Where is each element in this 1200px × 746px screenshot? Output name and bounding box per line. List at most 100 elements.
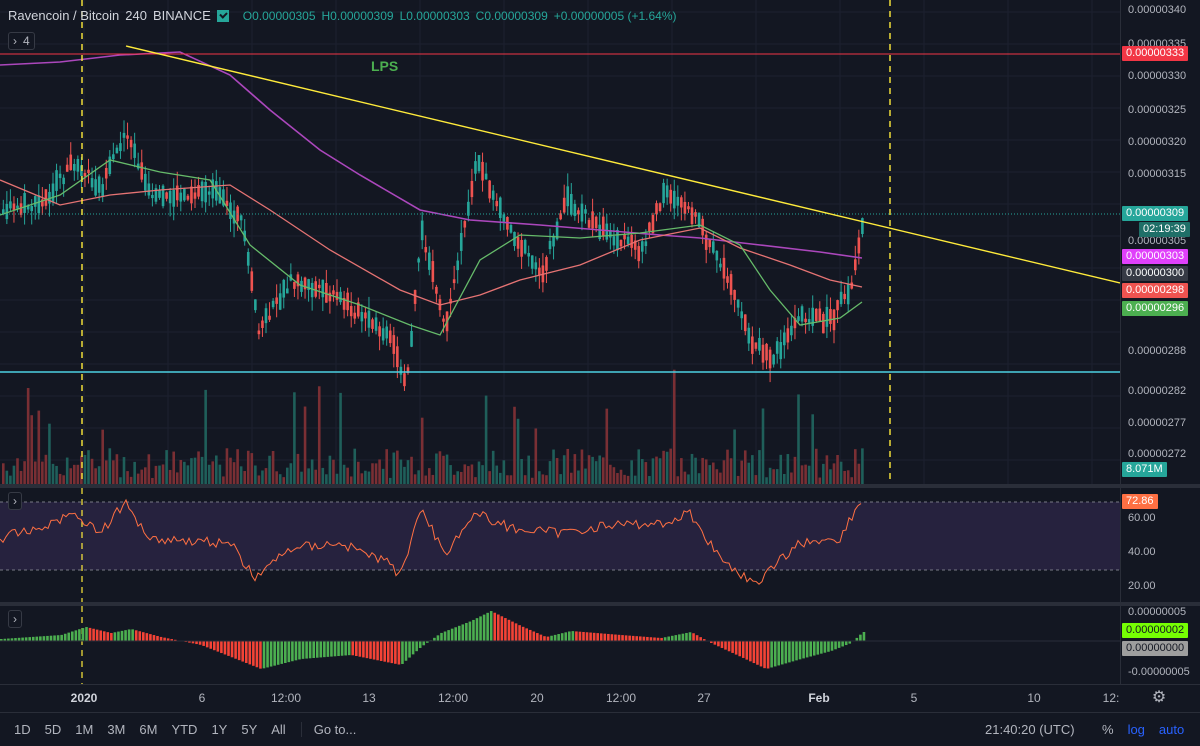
gear-icon[interactable]: ⚙ bbox=[1151, 689, 1167, 706]
volume-bar bbox=[775, 469, 779, 484]
oscillator-bar bbox=[170, 639, 173, 641]
candle-body bbox=[87, 169, 90, 173]
range-1y-button[interactable]: 1Y bbox=[211, 722, 228, 737]
volume-bar bbox=[144, 467, 147, 484]
candle-body bbox=[222, 189, 225, 206]
ma-purple-line bbox=[0, 51, 863, 259]
rsi-chart[interactable] bbox=[0, 488, 1120, 602]
volume-bar bbox=[538, 471, 541, 484]
candle-body bbox=[147, 183, 151, 196]
pane-divider[interactable] bbox=[0, 602, 1200, 606]
candle-body bbox=[357, 302, 360, 317]
rsi-toggle-button[interactable]: › bbox=[8, 492, 22, 510]
indicators-toggle-button[interactable]: › 4 bbox=[8, 32, 35, 50]
candle-body bbox=[719, 263, 722, 268]
candle-body bbox=[388, 330, 392, 344]
oscillator-bar bbox=[53, 635, 56, 641]
price-axis[interactable]: 0.00000340 0.00000335 0.00000330 0.00000… bbox=[1120, 0, 1200, 484]
oscillator-bar bbox=[234, 641, 237, 659]
oscillator-bar bbox=[333, 641, 337, 657]
volume-bar bbox=[310, 459, 314, 484]
range-5d-button[interactable]: 5D bbox=[44, 722, 62, 737]
oscillator-bar bbox=[848, 641, 852, 644]
price-pane[interactable]: Ravencoin / Bitcoin 240 BINANCE O0.00000… bbox=[0, 0, 1120, 484]
auto-scale-toggle[interactable]: auto bbox=[1158, 722, 1185, 737]
pane-divider[interactable] bbox=[0, 484, 1200, 488]
oscillator-bar bbox=[713, 641, 717, 645]
percent-scale-toggle[interactable]: % bbox=[1102, 722, 1114, 737]
price-chart[interactable] bbox=[0, 0, 1120, 484]
candle-body bbox=[729, 274, 733, 295]
volume-bar bbox=[445, 454, 449, 484]
symbol-name[interactable]: Ravencoin / Bitcoin bbox=[8, 8, 120, 23]
range-all-button[interactable]: All bbox=[271, 722, 286, 737]
oscillator-bar bbox=[859, 634, 862, 641]
candle-body bbox=[584, 209, 587, 214]
range-ytd-button[interactable]: YTD bbox=[171, 722, 198, 737]
oscillator-bar bbox=[230, 641, 234, 658]
candle-body bbox=[530, 255, 534, 269]
oscillator-bar bbox=[301, 641, 305, 659]
volume-bar bbox=[12, 465, 16, 484]
range-1d-button[interactable]: 1D bbox=[14, 722, 31, 737]
oscillator-bar bbox=[408, 641, 411, 658]
candle-body bbox=[97, 176, 101, 193]
volume-bar bbox=[94, 468, 97, 484]
oscillator-bar bbox=[42, 636, 46, 641]
volume-bar bbox=[58, 473, 62, 484]
oscillator-bar bbox=[656, 637, 660, 641]
rsi-pane[interactable]: › bbox=[0, 488, 1120, 602]
volume-bar bbox=[357, 461, 360, 484]
oscillator-bar bbox=[49, 635, 53, 641]
candle-body bbox=[651, 214, 655, 234]
oscillator-bar bbox=[266, 641, 269, 668]
goto-button[interactable]: Go to... bbox=[300, 722, 369, 737]
oscillator-bar bbox=[276, 641, 280, 665]
utc-clock[interactable]: 21:40:20 (UTC) bbox=[985, 722, 1075, 737]
candle-body bbox=[5, 203, 9, 220]
bar-countdown-tag: 02:19:39 bbox=[1139, 222, 1190, 237]
oscillator-toggle-button[interactable]: › bbox=[8, 610, 22, 628]
oscillator-bar bbox=[17, 637, 21, 641]
oscillator-chart[interactable] bbox=[0, 606, 1120, 684]
candle-body bbox=[229, 202, 232, 219]
volume-bar bbox=[719, 472, 722, 484]
oscillator-bar bbox=[603, 633, 607, 641]
volume-bar bbox=[289, 463, 293, 484]
volume-bar bbox=[293, 392, 296, 484]
range-3m-button[interactable]: 3M bbox=[107, 722, 126, 737]
candle-body bbox=[811, 307, 814, 326]
range-6m-button[interactable]: 6M bbox=[139, 722, 158, 737]
rsi-axis[interactable]: 72.86 60.00 40.00 20.00 bbox=[1120, 488, 1200, 602]
candle-body bbox=[562, 197, 566, 213]
volume-bar bbox=[658, 458, 662, 484]
volume-bar bbox=[200, 456, 204, 484]
candle-body bbox=[605, 223, 609, 240]
log-scale-toggle[interactable]: log bbox=[1127, 722, 1145, 737]
candle-body bbox=[580, 203, 584, 222]
candle-body bbox=[48, 191, 51, 204]
range-1m-button[interactable]: 1M bbox=[75, 722, 94, 737]
candle-body bbox=[399, 366, 403, 375]
candle-body bbox=[122, 132, 126, 138]
interval[interactable]: 240 bbox=[125, 8, 147, 23]
oscillator-bar bbox=[770, 641, 773, 668]
oscillator-pane[interactable]: › bbox=[0, 606, 1120, 684]
volume-bar bbox=[818, 477, 822, 484]
volume-bar bbox=[381, 468, 385, 484]
volume-bar bbox=[488, 471, 491, 484]
candle-body bbox=[435, 286, 438, 294]
time-axis[interactable]: 2020 6 12:00 13 12:00 20 12:00 27 Feb 5 … bbox=[0, 684, 1200, 712]
volume-bar bbox=[715, 469, 719, 484]
symbol-legend: Ravencoin / Bitcoin 240 BINANCE O0.00000… bbox=[8, 8, 677, 23]
oscillator-bar bbox=[486, 612, 489, 641]
oscillator-bar bbox=[117, 631, 120, 641]
oscillator-bar bbox=[844, 641, 848, 646]
oscillator-axis[interactable]: 0.00000005 0.00000002 0.00000000 -0.0000… bbox=[1120, 606, 1200, 684]
candle-body bbox=[459, 232, 463, 251]
oscillator-bar bbox=[31, 636, 35, 641]
oscillator-bar bbox=[592, 632, 596, 641]
candle-body bbox=[136, 163, 140, 169]
lps-annotation[interactable]: LPS bbox=[371, 58, 399, 74]
range-5y-button[interactable]: 5Y bbox=[241, 722, 258, 737]
